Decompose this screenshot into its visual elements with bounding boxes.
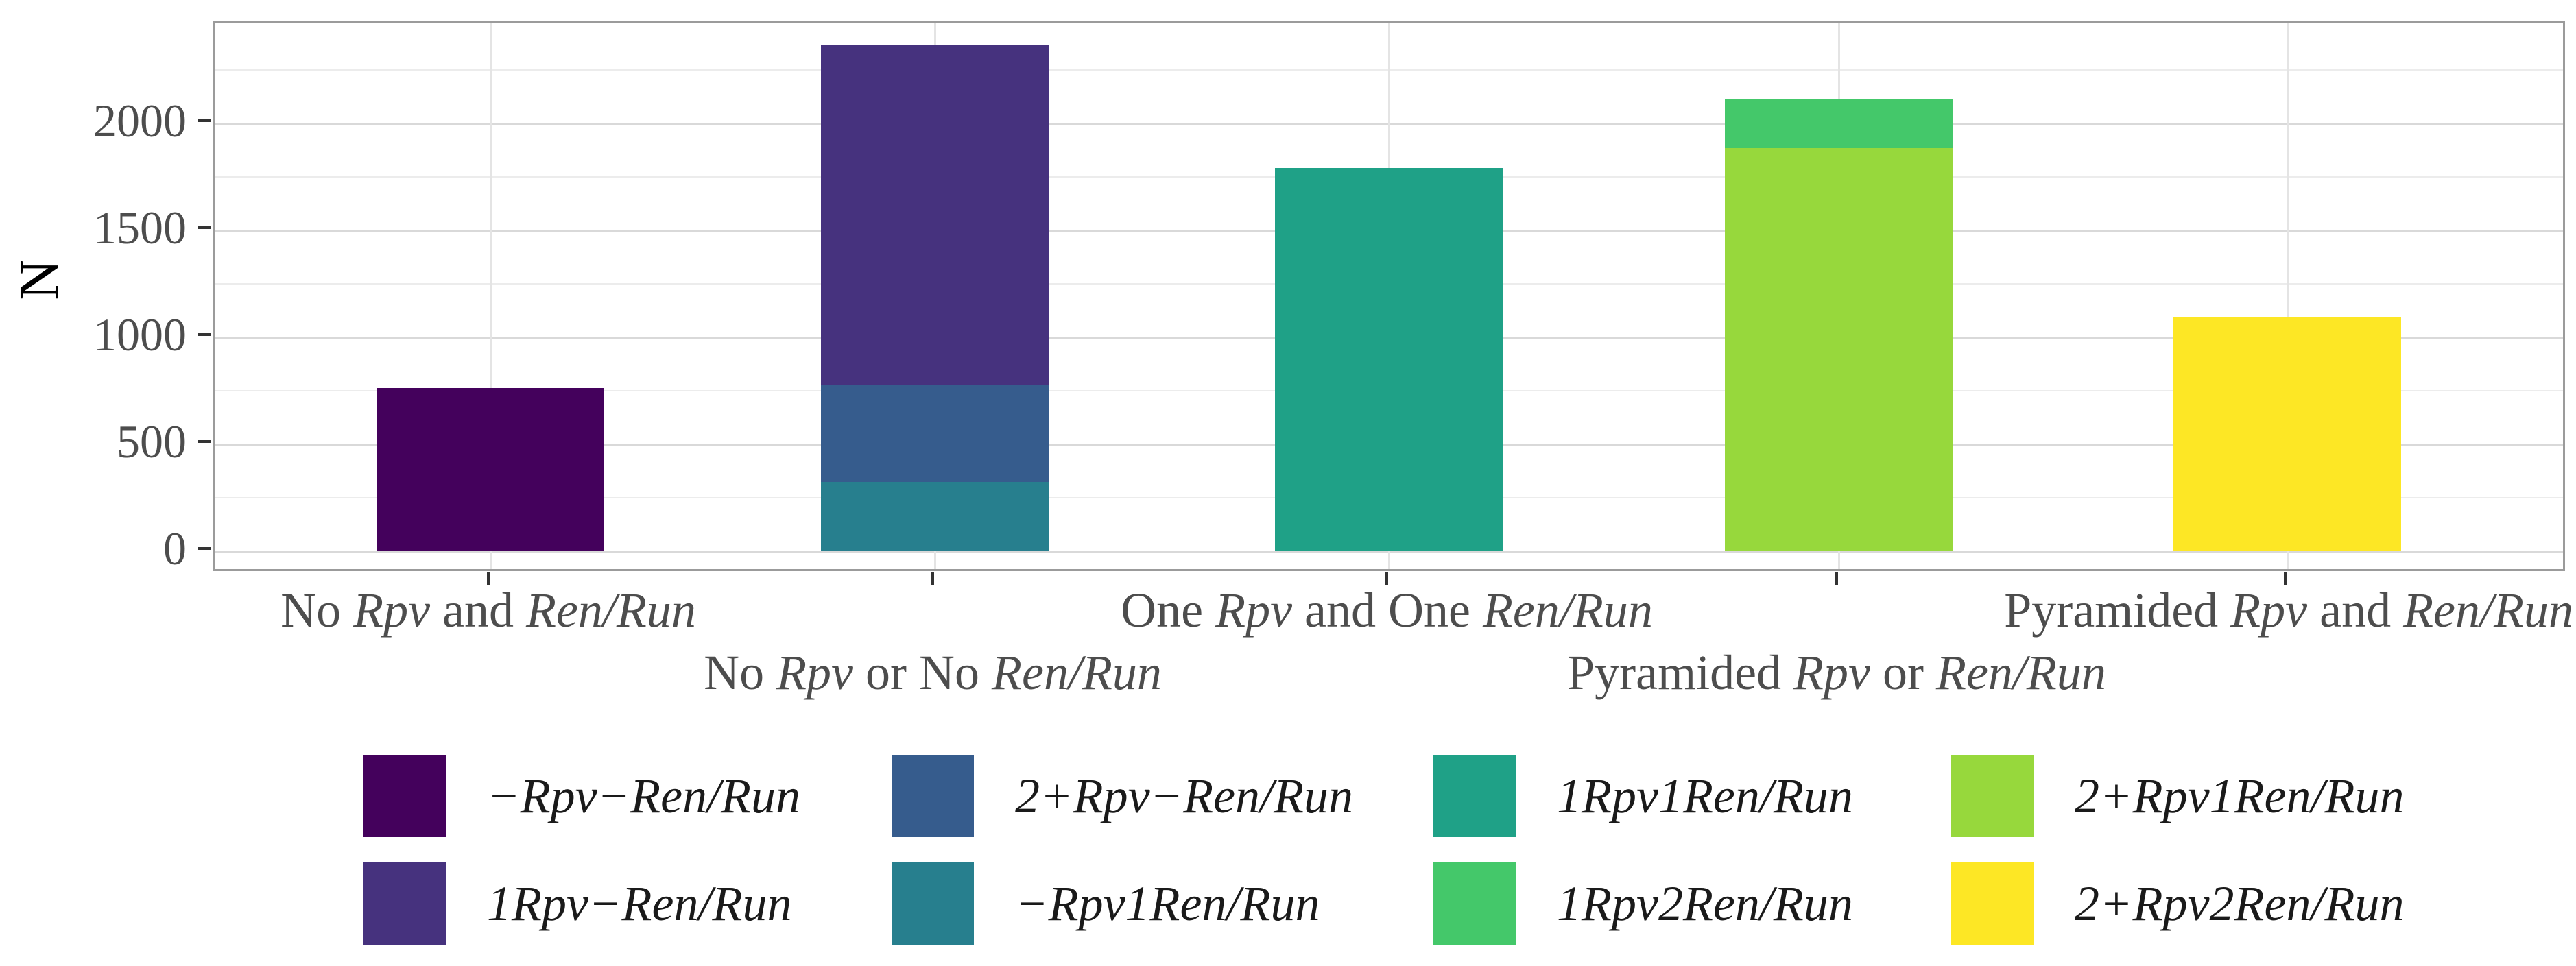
y-tick-label: 2000: [93, 95, 187, 147]
y-tick-mark: [198, 119, 211, 122]
bar-segment-2+Rpv1Ren/Run: [1725, 148, 1953, 551]
bar-segment-1Rpv2Ren/Run: [1725, 99, 1953, 149]
category-gridline: [2287, 23, 2289, 569]
label-text: No: [704, 645, 777, 700]
label-text: or: [1870, 645, 1936, 700]
legend-label-1Rpv−Ren/Run: 1Rpv−Ren/Run: [487, 876, 792, 931]
legend-label-−Rpv1Ren/Run: −Rpv1Ren/Run: [1015, 876, 1320, 931]
x-category-label: One Rpv and One Ren/Run: [1121, 585, 1653, 635]
y-tick-label: 500: [117, 415, 187, 468]
label-text: or No: [853, 645, 992, 700]
legend-label-2+Rpv−Ren/Run: 2+Rpv−Ren/Run: [1015, 769, 1354, 823]
y-axis-title: N: [8, 259, 70, 300]
x-category-label: Pyramided Rpv or Ren/Run: [1567, 648, 2106, 697]
label-text: One: [1121, 583, 1216, 638]
label-text: Pyramided: [2004, 583, 2231, 638]
legend-swatch-1Rpv−Ren/Run: [363, 862, 446, 945]
category-gridline: [490, 23, 492, 569]
label-text: and: [430, 583, 526, 638]
legend-swatch-2+Rpv2Ren/Run: [1951, 862, 2034, 945]
bar-segment-−Rpv1Ren/Run: [821, 482, 1049, 551]
gene-name: Ren/Run: [1482, 583, 1653, 638]
bar-segment-1Rpv1Ren/Run: [1275, 167, 1503, 551]
x-tick-mark: [1385, 572, 1388, 585]
label-text: and One: [1292, 583, 1483, 638]
gene-name: Ren/Run: [525, 583, 696, 638]
legend-swatch-1Rpv1Ren/Run: [1433, 755, 1516, 837]
bar-segment-−Rpv−Ren/Run: [377, 387, 604, 551]
y-tick-label: 1000: [93, 309, 187, 361]
x-tick-mark: [2284, 572, 2287, 585]
gene-name: Rpv: [1215, 583, 1293, 638]
gene-name: Ren/Run: [1935, 645, 2106, 700]
label-text: Pyramided: [1567, 645, 1794, 700]
legend-swatch-2+Rpv1Ren/Run: [1951, 755, 2034, 837]
legend-label-−Rpv−Ren/Run: −Rpv−Ren/Run: [487, 769, 801, 823]
legend-label-1Rpv1Ren/Run: 1Rpv1Ren/Run: [1557, 769, 1853, 823]
label-text: and: [2307, 583, 2404, 638]
gene-name: Ren/Run: [2403, 583, 2573, 638]
gene-name: Rpv: [353, 583, 431, 638]
bar-segment-1Rpv−Ren/Run: [821, 45, 1049, 385]
y-tick-mark: [198, 226, 211, 229]
x-tick-mark: [487, 572, 490, 585]
legend-swatch-1Rpv2Ren/Run: [1433, 862, 1516, 945]
y-tick-label: 1500: [93, 202, 187, 254]
gene-name: Rpv: [2230, 583, 2308, 638]
legend-swatch-−Rpv1Ren/Run: [892, 862, 974, 945]
gene-name: Rpv: [776, 645, 854, 700]
x-tick-mark: [931, 572, 934, 585]
legend-label-2+Rpv1Ren/Run: 2+Rpv1Ren/Run: [2075, 769, 2405, 823]
legend-swatch-2+Rpv−Ren/Run: [892, 755, 974, 837]
gene-name: Ren/Run: [992, 645, 1162, 700]
x-category-label: No Rpv or No Ren/Run: [704, 648, 1162, 697]
label-text: No: [281, 583, 354, 638]
y-tick-mark: [198, 547, 211, 550]
plot-panel: [213, 21, 2565, 571]
legend-label-2+Rpv2Ren/Run: 2+Rpv2Ren/Run: [2075, 876, 2405, 931]
y-tick-label: 0: [163, 522, 187, 575]
bar-segment-2+Rpv2Ren/Run: [2173, 317, 2401, 551]
x-tick-mark: [1835, 572, 1838, 585]
legend-label-1Rpv2Ren/Run: 1Rpv2Ren/Run: [1557, 876, 1853, 931]
x-category-label: Pyramided Rpv and Ren/Run: [2004, 585, 2573, 635]
y-tick-mark: [198, 440, 211, 443]
gene-name: Rpv: [1793, 645, 1870, 700]
legend-swatch-−Rpv−Ren/Run: [363, 755, 446, 837]
y-tick-mark: [198, 333, 211, 336]
x-category-label: No Rpv and Ren/Run: [281, 585, 696, 635]
bar-segment-2+Rpv−Ren/Run: [821, 385, 1049, 483]
